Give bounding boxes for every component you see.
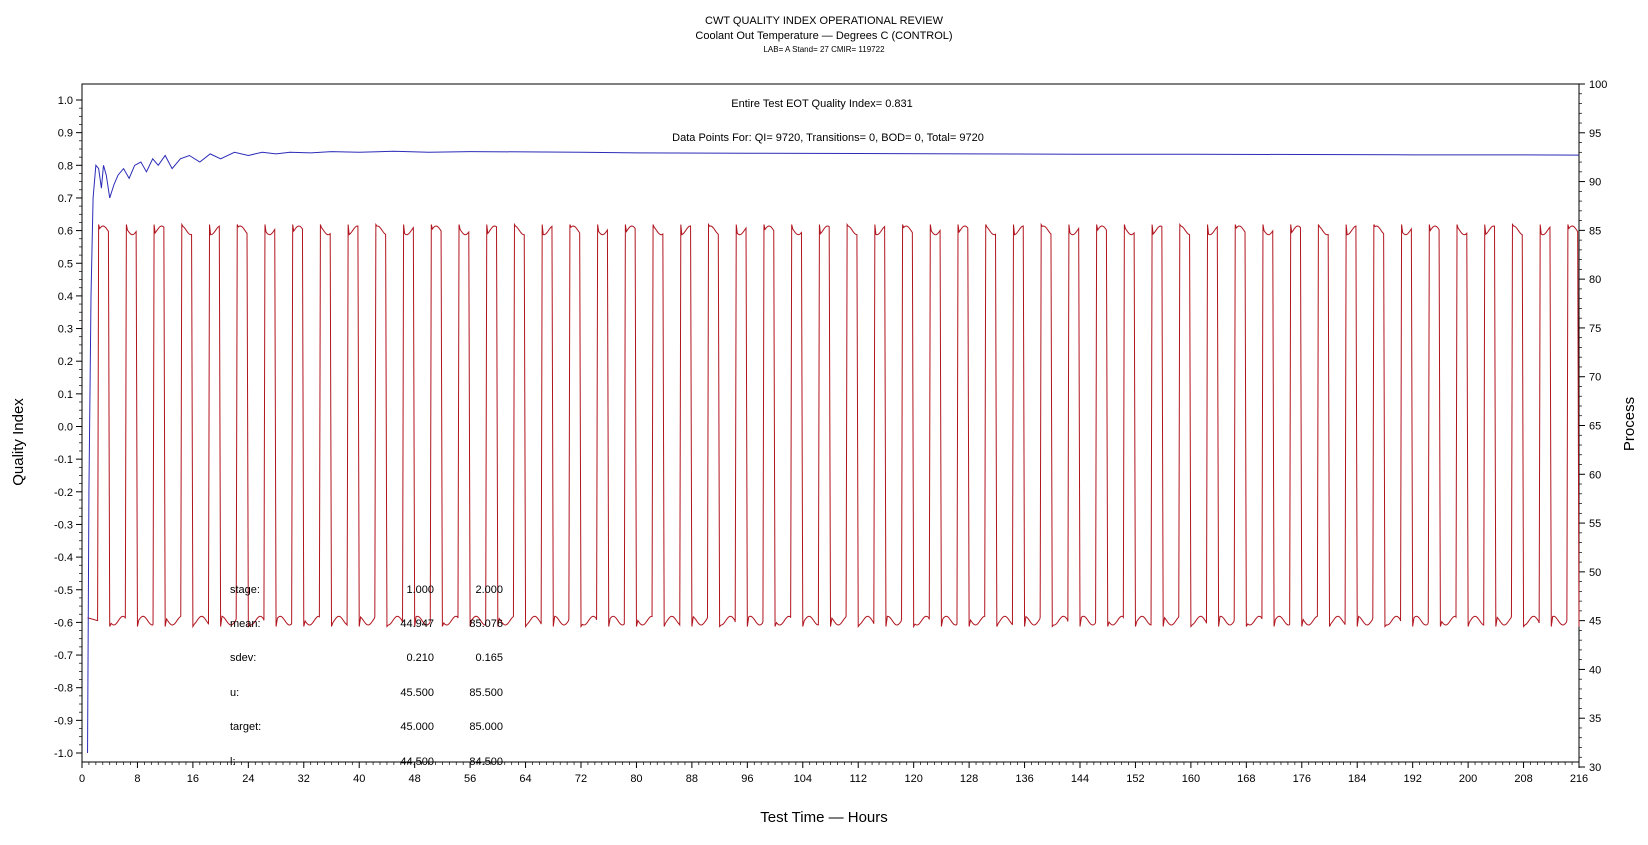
x-tick-label: 104: [794, 773, 812, 785]
stats-row-value-2: 0.165: [475, 652, 503, 664]
x-tick-label: 152: [1126, 773, 1144, 785]
stats-row-value-2: 85.500: [469, 687, 503, 699]
y2-tick-label: 95: [1589, 128, 1601, 140]
x-tick-label: 160: [1182, 773, 1200, 785]
stats-row-value-1: 44.500: [400, 756, 434, 768]
y-tick-label: -0.6: [54, 617, 73, 629]
y-tick-label: 0.9: [58, 128, 73, 140]
x-tick-label: 88: [686, 773, 698, 785]
y2-tick-label: 60: [1589, 469, 1601, 481]
x-axis: 0 8 16 24 32 40 48 56 64 72 80 88 96 104 112 120 128 136 1…: [79, 762, 1588, 785]
y-tick-label: -0.7: [54, 650, 73, 662]
chart-title: CWT QUALITY INDEX OPERATIONAL REVIEW: [705, 15, 944, 27]
stats-row-label: u:: [230, 687, 239, 699]
y-tick-label: 0.5: [58, 258, 73, 270]
stats-row-value-1: 0.210: [406, 652, 434, 664]
x-tick-label: 120: [904, 773, 922, 785]
x-tick-label: 40: [353, 773, 365, 785]
y2-tick-label: 30: [1589, 762, 1601, 774]
x-tick-label: 96: [741, 773, 753, 785]
x-tick-label: 0: [79, 773, 85, 785]
y-tick-label: 0.8: [58, 160, 73, 172]
chart-subtitle: Coolant Out Temperature — Degrees C (CON…: [695, 30, 952, 42]
x-tick-label: 144: [1071, 773, 1089, 785]
x-axis-label: Test Time — Hours: [760, 809, 888, 826]
y-tick-label: -0.3: [54, 519, 73, 531]
y-tick-label: -0.2: [54, 487, 73, 499]
x-tick-label: 136: [1015, 773, 1033, 785]
stats-row-value-2: 85.000: [469, 721, 503, 733]
stats-row-value-2: 84.500: [469, 756, 503, 768]
y-tick-label: -0.5: [54, 585, 73, 597]
x-tick-label: 184: [1348, 773, 1366, 785]
y-tick-label: 1.0: [58, 95, 73, 107]
x-tick-label: 128: [960, 773, 978, 785]
y2-tick-label: 40: [1589, 664, 1601, 676]
y-tick-label: -0.8: [54, 683, 73, 695]
y2-tick-label: 65: [1589, 421, 1601, 433]
y-tick-label: 0.3: [58, 324, 73, 336]
stats-row-label: mean:: [230, 618, 261, 630]
stats-row-value-1: 1.000: [406, 584, 434, 596]
y-axis-left: -1.0 -0.9 -0.8 -0.7 -0.6 -0.5 -0.4 -0.3 -0.2 -0.1…: [54, 95, 82, 760]
y-tick-label: 0.4: [58, 291, 73, 303]
quality-index-series-line: [87, 150, 1580, 754]
y2-tick-label: 80: [1589, 274, 1601, 286]
y2-tick-label: 50: [1589, 567, 1601, 579]
x-tick-label: 72: [575, 773, 587, 785]
x-tick-label: 216: [1570, 773, 1588, 785]
y2-tick-label: 35: [1589, 713, 1601, 725]
y2-tick-label: 85: [1589, 225, 1601, 237]
y-tick-label: 0.6: [58, 226, 73, 238]
y-tick-label: 0.2: [58, 356, 73, 368]
x-tick-label: 80: [630, 773, 642, 785]
stats-row-value-1: 45.000: [400, 721, 434, 733]
x-tick-label: 8: [134, 773, 140, 785]
y-tick-label: -0.9: [54, 715, 73, 727]
stats-table: stage: 1.000 2.000 mean: 44.947 85.076 sdev: 0.…: [230, 584, 503, 768]
y2-tick-label: 90: [1589, 177, 1601, 189]
x-tick-label: 168: [1237, 773, 1255, 785]
x-tick-label: 200: [1459, 773, 1477, 785]
y-tick-label: 0.1: [58, 389, 73, 401]
x-tick-label: 24: [242, 773, 254, 785]
y-axis-right: 30 35 40 45 50 55 60 65 70 75 80 85 90 95 100: [1579, 79, 1607, 774]
y2-tick-label: 100: [1589, 79, 1607, 91]
y-tick-label: 0.0: [58, 422, 73, 434]
y-tick-label: -1.0: [54, 748, 73, 760]
x-tick-label: 112: [849, 773, 867, 785]
x-tick-label: 64: [519, 773, 531, 785]
stats-row-value-1: 45.500: [400, 687, 434, 699]
y2-tick-label: 45: [1589, 616, 1601, 628]
y-tick-label: -0.1: [54, 454, 73, 466]
y2-tick-label: 55: [1589, 518, 1601, 530]
plot-frame: [81, 83, 1580, 763]
stats-row-label: target:: [230, 721, 261, 733]
series-layer: [87, 150, 1580, 754]
y2-axis-label: Process: [1621, 397, 1638, 451]
x-tick-label: 16: [187, 773, 199, 785]
x-tick-label: 192: [1403, 773, 1421, 785]
y2-tick-label: 70: [1589, 372, 1601, 384]
stats-row-label: stage:: [230, 584, 260, 596]
y-axis-label: Quality Index: [10, 398, 27, 486]
eot-quality-index-annotation: Entire Test EOT Quality Index= 0.831: [731, 98, 913, 110]
x-tick-label: 176: [1293, 773, 1311, 785]
chart-subtitle-2: LAB= A Stand= 27 CMIR= 119722: [763, 45, 885, 54]
process-series-line: [87, 222, 1580, 629]
x-tick-label: 208: [1514, 773, 1532, 785]
stats-row-value-2: 2.000: [475, 584, 503, 596]
data-points-annotation: Data Points For: QI= 9720, Transitions= …: [672, 132, 984, 144]
stats-row-value-1: 44.947: [400, 618, 434, 630]
stats-row-label: sdev:: [230, 652, 256, 664]
x-tick-label: 32: [298, 773, 310, 785]
y-tick-label: 0.7: [58, 193, 73, 205]
stats-row-value-2: 85.076: [469, 618, 503, 630]
x-tick-label: 48: [409, 773, 421, 785]
y2-tick-label: 75: [1589, 323, 1601, 335]
stats-row-label: l:: [230, 756, 236, 768]
y-tick-label: -0.4: [54, 552, 73, 564]
x-tick-label: 56: [464, 773, 476, 785]
